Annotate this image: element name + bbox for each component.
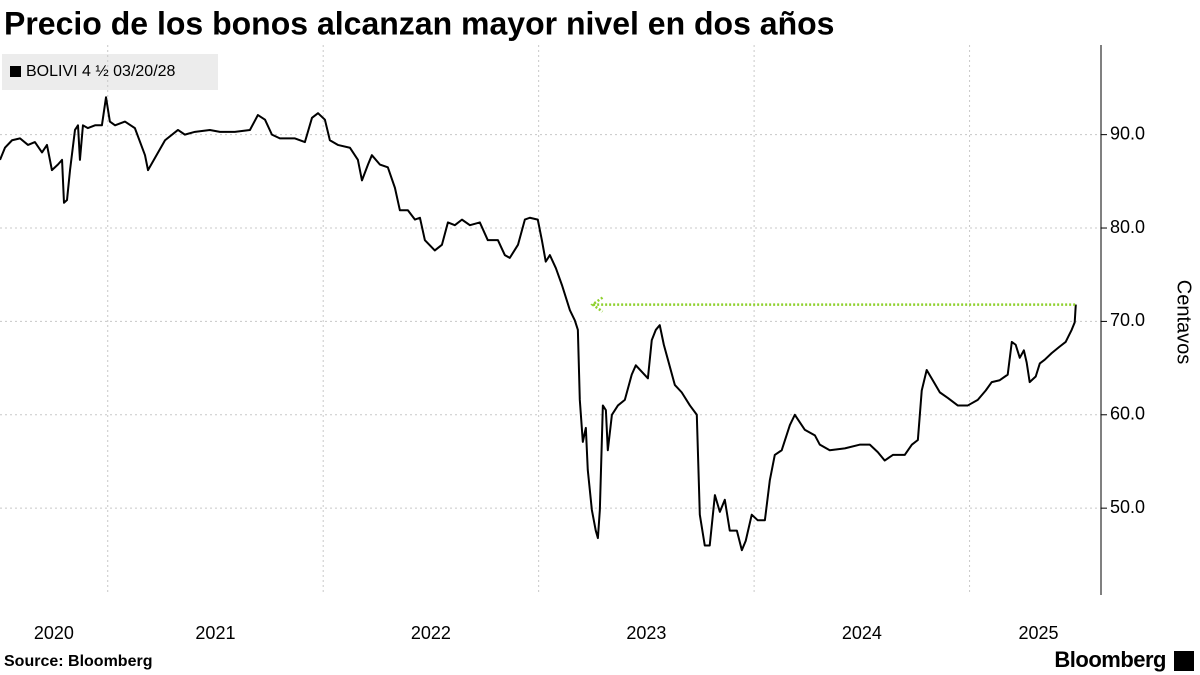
x-tick-label: 2020: [34, 623, 74, 643]
x-tick-label: 2024: [842, 623, 882, 643]
series-line: [0, 96, 1077, 552]
x-tick-label: 2025: [1018, 623, 1058, 643]
arrow-head: [590, 296, 604, 313]
x-tick-label: 2021: [195, 623, 235, 643]
y-axis-label: Centavos: [1173, 280, 1195, 365]
brand-icon: [1174, 651, 1194, 671]
plot-area: 50.0 60.0 70.0 80.0 90.0 2020 2021 2022 2023 2024…: [0, 45, 1145, 643]
legend-box: [2, 54, 218, 90]
x-tick-label: 2022: [411, 623, 451, 643]
y-tick-label: 70.0: [1110, 310, 1145, 330]
source: Source: Bloomberg: [4, 653, 152, 670]
x-tick-label: 2023: [626, 623, 666, 643]
y-tick-label: 80.0: [1110, 217, 1145, 237]
y-tick-label: 50.0: [1110, 497, 1145, 517]
y-tick-label: 60.0: [1110, 404, 1145, 424]
y-tick-label: 90.0: [1110, 123, 1145, 143]
brand-logo: Bloomberg: [1054, 647, 1166, 672]
legend-label: BOLIVI 4 ½ 03/20/28: [26, 63, 176, 80]
chart-title: Precio de los bonos alcanzan mayor nivel…: [4, 5, 834, 41]
legend-swatch: [10, 66, 21, 77]
